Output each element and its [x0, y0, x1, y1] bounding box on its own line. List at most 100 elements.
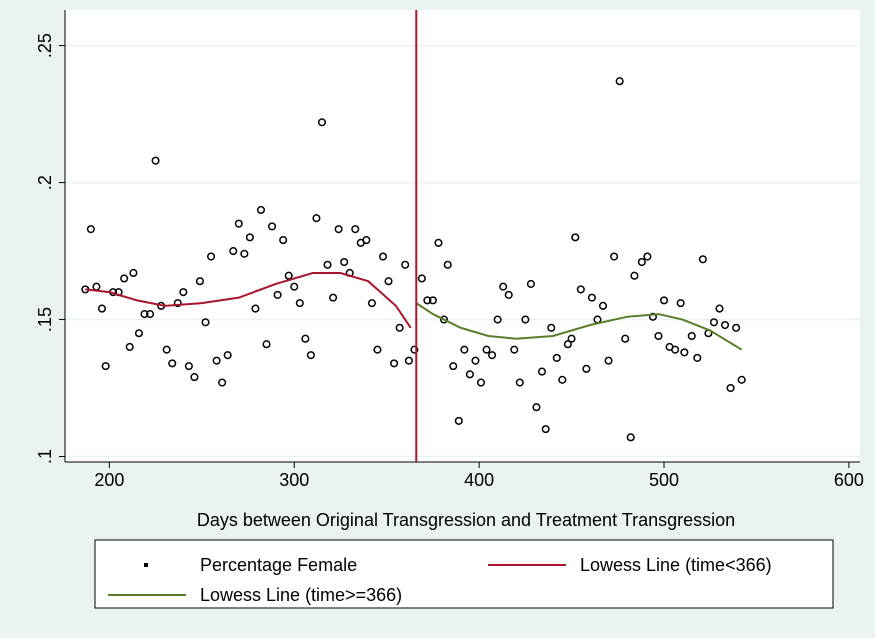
scatter-point [680, 348, 689, 357]
scatter-point [515, 378, 524, 387]
scatter-point [720, 320, 730, 330]
scatter-point [268, 222, 277, 231]
scatter-point [218, 378, 227, 387]
y-tick-label: .2 [35, 175, 55, 190]
y-tick-label: .15 [35, 307, 55, 332]
scatter-point [428, 296, 437, 305]
scatter-point [582, 364, 591, 373]
scatter-point [323, 260, 332, 269]
scatter-point [558, 375, 567, 384]
plot-area [65, 10, 860, 462]
scatter-point [671, 345, 680, 354]
scatter-point [340, 257, 349, 267]
scatter-point [537, 367, 547, 376]
scatter-point [547, 323, 556, 332]
scatter-point [521, 315, 530, 324]
scatter-point [184, 362, 193, 371]
scatter-point [471, 356, 480, 365]
scatter-point [329, 293, 338, 302]
scatter-point [351, 225, 360, 234]
scatter-point [637, 257, 646, 267]
x-tick-label: 600 [834, 470, 864, 490]
scatter-point [541, 425, 550, 434]
x-tick-label: 300 [279, 470, 309, 490]
scatter-point [317, 118, 327, 127]
scatter-point [626, 433, 635, 442]
scatter-point [443, 260, 452, 269]
scatter-point [279, 236, 288, 245]
scatter-point [709, 318, 718, 327]
scatter-point [207, 252, 216, 261]
scatter-point [454, 416, 463, 425]
y-tick-label: .1 [35, 449, 55, 464]
scatter-point [151, 156, 160, 165]
scatter-point [373, 345, 382, 354]
scatter-point [273, 290, 282, 299]
x-tick-label: 200 [94, 470, 124, 490]
scatter-point [567, 334, 576, 343]
scatter-point [190, 373, 199, 382]
scatter-point [630, 271, 639, 280]
scatter-point [423, 296, 432, 305]
scatter-point [659, 296, 669, 305]
scatter-point [362, 236, 371, 245]
scatter-point [97, 304, 107, 313]
scatter-point [482, 345, 491, 354]
x-axis-title: Days between Original Transgression and … [197, 510, 735, 530]
legend-label: Lowess Line (time<366) [580, 555, 772, 575]
scatter-point [229, 247, 238, 256]
scatter-point [201, 318, 210, 327]
scatter-point [648, 312, 657, 321]
legend [94, 539, 834, 609]
scatter-point [384, 277, 393, 286]
scatter-point [312, 214, 321, 223]
scatter-point [262, 340, 271, 349]
scatter-point [698, 255, 707, 264]
scatter-point [643, 252, 652, 261]
scatter-point [604, 356, 613, 365]
lowess-line [415, 302, 743, 351]
scatter-point [179, 288, 188, 297]
scatter-point [488, 351, 497, 360]
scatter-point [234, 219, 243, 228]
x-tick-label: 500 [649, 470, 679, 490]
scatter-point [284, 271, 293, 280]
scatter-point [476, 378, 486, 387]
legend-label: Lowess Line (time>=366) [200, 585, 402, 605]
legend-label: Percentage Female [200, 555, 357, 575]
scatter-point [134, 329, 144, 338]
scatter-point [223, 351, 232, 360]
scatter-point [390, 359, 399, 368]
scatter-point [401, 260, 410, 269]
scatter-point [439, 315, 449, 324]
scatter-point [195, 277, 205, 286]
scatter-point [256, 205, 266, 215]
scatter-point [563, 340, 572, 349]
scatter-point [598, 301, 608, 310]
scatter-point [212, 356, 221, 365]
scatter-point [125, 342, 134, 351]
scatter-point [295, 299, 304, 308]
scatter-point [162, 345, 171, 354]
scatter-point [173, 299, 182, 308]
scatter-point [465, 370, 474, 379]
scatter-point [129, 268, 138, 278]
scatter-point [687, 331, 696, 341]
scatter-point [732, 323, 741, 332]
scatter-point [693, 353, 702, 362]
scatter-point [120, 274, 129, 283]
scatter-point [676, 299, 685, 308]
scatter-point [510, 345, 519, 354]
scatter-point [140, 310, 149, 319]
scatter-point [493, 315, 502, 324]
scatter-point [101, 362, 110, 371]
scatter-point [499, 282, 508, 291]
scatter-point [615, 77, 624, 86]
lowess-line [85, 271, 412, 329]
scatter-point [434, 238, 443, 247]
scatter-point [86, 225, 95, 234]
scatter-point [378, 252, 388, 261]
scatter-point [737, 375, 746, 384]
x-tick-label: 400 [464, 470, 494, 490]
